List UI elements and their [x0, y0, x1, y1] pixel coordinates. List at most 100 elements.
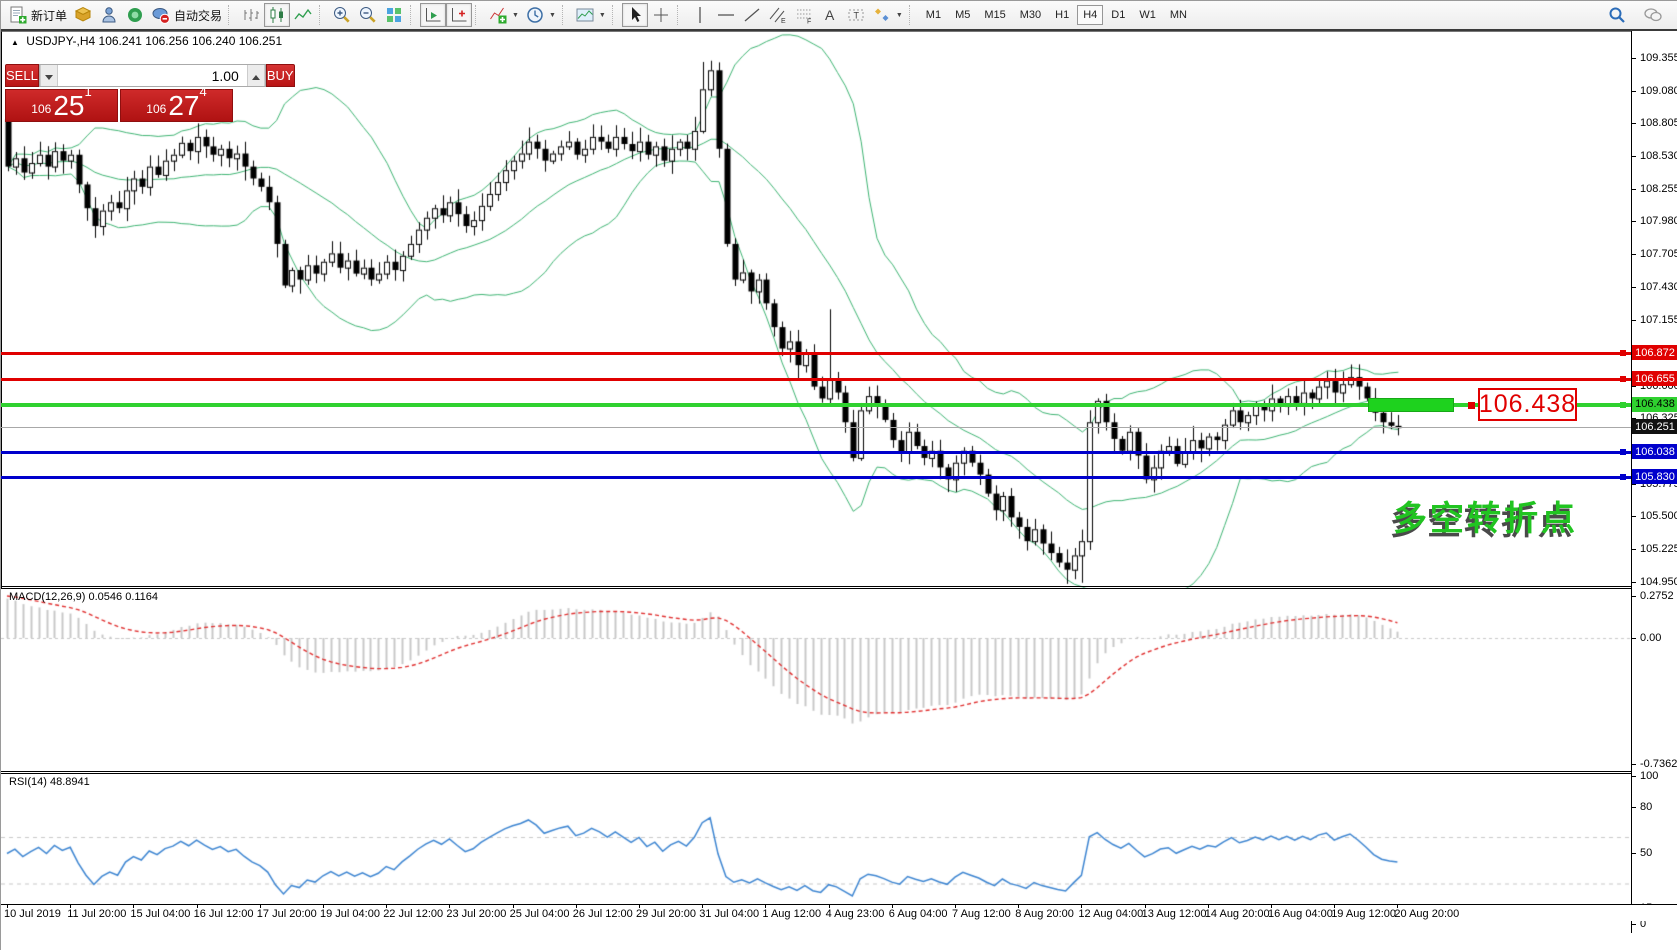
svg-text:T: T — [853, 11, 859, 21]
timeframe-h1-button[interactable]: H1 — [1049, 5, 1075, 25]
callout-anchor-marker[interactable] — [1468, 401, 1475, 409]
green-highlight-box[interactable] — [1368, 397, 1454, 412]
date-tick-mark — [1207, 905, 1209, 908]
volume-input[interactable] — [57, 65, 247, 86]
timeframe-m1-button[interactable]: M1 — [920, 5, 947, 25]
new-order-button[interactable]: 新订单 — [5, 3, 70, 27]
autotrade-button[interactable]: 自动交易 — [148, 3, 225, 27]
horizontal-level-line-106.655[interactable] — [1, 377, 1631, 381]
draw-vline-icon — [690, 5, 710, 25]
chart-bars-button[interactable] — [238, 3, 264, 27]
price-tick-label: 105.500 — [1631, 510, 1677, 522]
draw-text-button[interactable]: A — [817, 3, 843, 27]
chevron-down-icon[interactable]: ▼ — [895, 11, 903, 19]
volume-increase-button[interactable] — [246, 65, 265, 86]
date-tick-label: 26 Jul 12:00 — [572, 908, 633, 920]
periods-button[interactable]: ▼ — [522, 3, 559, 27]
line-anchor-marker[interactable] — [1620, 449, 1626, 456]
chevron-down-icon[interactable]: ▼ — [598, 11, 606, 19]
price-tick-label: 108.255 — [1631, 183, 1677, 195]
line-anchor-marker[interactable] — [1620, 350, 1626, 357]
draw-channel-icon: E — [768, 5, 788, 25]
chevron-down-icon[interactable]: ▼ — [512, 11, 519, 19]
price-tick-label: 105.225 — [1631, 543, 1677, 555]
draw-channel-button[interactable]: E — [765, 3, 791, 27]
market-watch-button[interactable] — [70, 3, 96, 27]
line-anchor-marker[interactable] — [1620, 474, 1626, 481]
macd-indicator-pane[interactable] — [1, 588, 1631, 771]
terminal-button[interactable] — [122, 3, 148, 27]
draw-arrows-button[interactable]: ▼ — [869, 3, 906, 27]
draw-trendline-button[interactable] — [739, 3, 765, 27]
date-tick-label: 19 Aug 12:00 — [1331, 908, 1397, 920]
date-tick-label: 4 Aug 23:00 — [825, 908, 885, 920]
line-anchor-marker[interactable] — [1620, 401, 1626, 408]
chart-shift-button[interactable] — [446, 3, 473, 27]
comments-button[interactable] — [1640, 3, 1666, 27]
pane-separator[interactable] — [1, 586, 1632, 587]
timeframe-m15-button[interactable]: M15 — [978, 5, 1011, 25]
price-badge-106.438: 106.438 — [1632, 396, 1677, 412]
tile-windows-button[interactable] — [381, 3, 407, 27]
date-tick-label: 17 Jul 20:00 — [256, 908, 317, 920]
chart-title: ▲ USDJPY-,H4 106.241 106.256 106.240 106… — [11, 34, 282, 48]
date-tick-mark — [765, 905, 767, 908]
timeframe-h4-button[interactable]: H4 — [1077, 5, 1104, 25]
toolbar-separator — [228, 5, 235, 25]
date-tick-mark — [196, 905, 198, 908]
horizontal-level-line-106.872[interactable] — [1, 351, 1631, 355]
buy-price-handle: 106 — [146, 102, 167, 116]
cursor-button[interactable] — [621, 3, 648, 27]
templates-button[interactable]: ▼ — [572, 3, 609, 27]
timeframe-w1-button[interactable]: W1 — [1133, 5, 1162, 25]
zoom-in-button[interactable] — [329, 3, 355, 27]
auto-scroll-button[interactable] — [420, 3, 447, 27]
sell-button[interactable]: SELL — [5, 64, 39, 87]
line-anchor-marker[interactable] — [1620, 376, 1626, 383]
pane-separator — [1, 588, 1632, 589]
date-axis[interactable]: 10 Jul 2019 11 Jul 20:00 15 Jul 04:00 16 Ju… — [1, 904, 1677, 921]
buy-button[interactable]: BUY — [265, 64, 295, 87]
horizontal-level-line-106.438[interactable] — [1, 402, 1631, 407]
crosshair-button[interactable] — [648, 3, 674, 27]
draw-fibo-button[interactable]: F — [791, 3, 817, 27]
chart-line-icon — [293, 5, 313, 25]
timeframe-mn-button[interactable]: MN — [1164, 5, 1193, 25]
date-tick-mark — [1334, 905, 1336, 908]
date-tick-mark — [1271, 905, 1272, 908]
zoom-out-button[interactable] — [355, 3, 381, 27]
chart-candles-button[interactable] — [264, 3, 291, 27]
chart-line-button[interactable] — [290, 3, 316, 27]
timeframe-m5-button[interactable]: M5 — [949, 5, 976, 25]
ohlc-close: 106.251 — [238, 34, 283, 48]
timeframe-d1-button[interactable]: D1 — [1105, 5, 1131, 25]
chevron-down-icon[interactable]: ▼ — [548, 11, 556, 19]
search-button[interactable] — [1604, 3, 1630, 27]
zoom-out-icon — [358, 5, 378, 25]
arrow-down-icon — [44, 75, 53, 80]
date-tick-label: 20 Aug 20:00 — [1394, 908, 1460, 920]
draw-hline-button[interactable] — [713, 3, 739, 27]
draw-text-icon: A — [820, 5, 840, 25]
draw-vline-button[interactable] — [687, 3, 713, 27]
pane-separator[interactable] — [1, 771, 1632, 772]
main-price-chart[interactable] — [1, 31, 1632, 589]
draw-label-button[interactable]: T — [843, 3, 869, 27]
collapse-panel-icon[interactable]: ▲ — [11, 38, 19, 47]
horizontal-level-line-106.038[interactable] — [1, 450, 1631, 454]
horizontal-level-line-105.83[interactable] — [1, 475, 1631, 479]
volume-decrease-button[interactable] — [39, 65, 58, 86]
sell-price-display[interactable]: 106 25 1 — [5, 84, 118, 122]
buy-price-display[interactable]: 106 27 4 — [120, 84, 233, 122]
price-callout-box[interactable]: 106.438 — [1478, 387, 1577, 421]
navigator-button[interactable] — [96, 3, 122, 27]
toolbar-separator — [561, 5, 569, 25]
date-tick-mark — [7, 905, 8, 908]
price-tick-label: 107.430 — [1631, 281, 1677, 293]
text-annotation[interactable]: 多空转折点 — [1393, 500, 1578, 538]
draw-arrows-icon — [872, 5, 892, 25]
indicators-button[interactable]: ▼ — [485, 3, 522, 27]
timeframe-m30-button[interactable]: M30 — [1014, 5, 1047, 25]
date-tick-mark — [1081, 905, 1083, 908]
